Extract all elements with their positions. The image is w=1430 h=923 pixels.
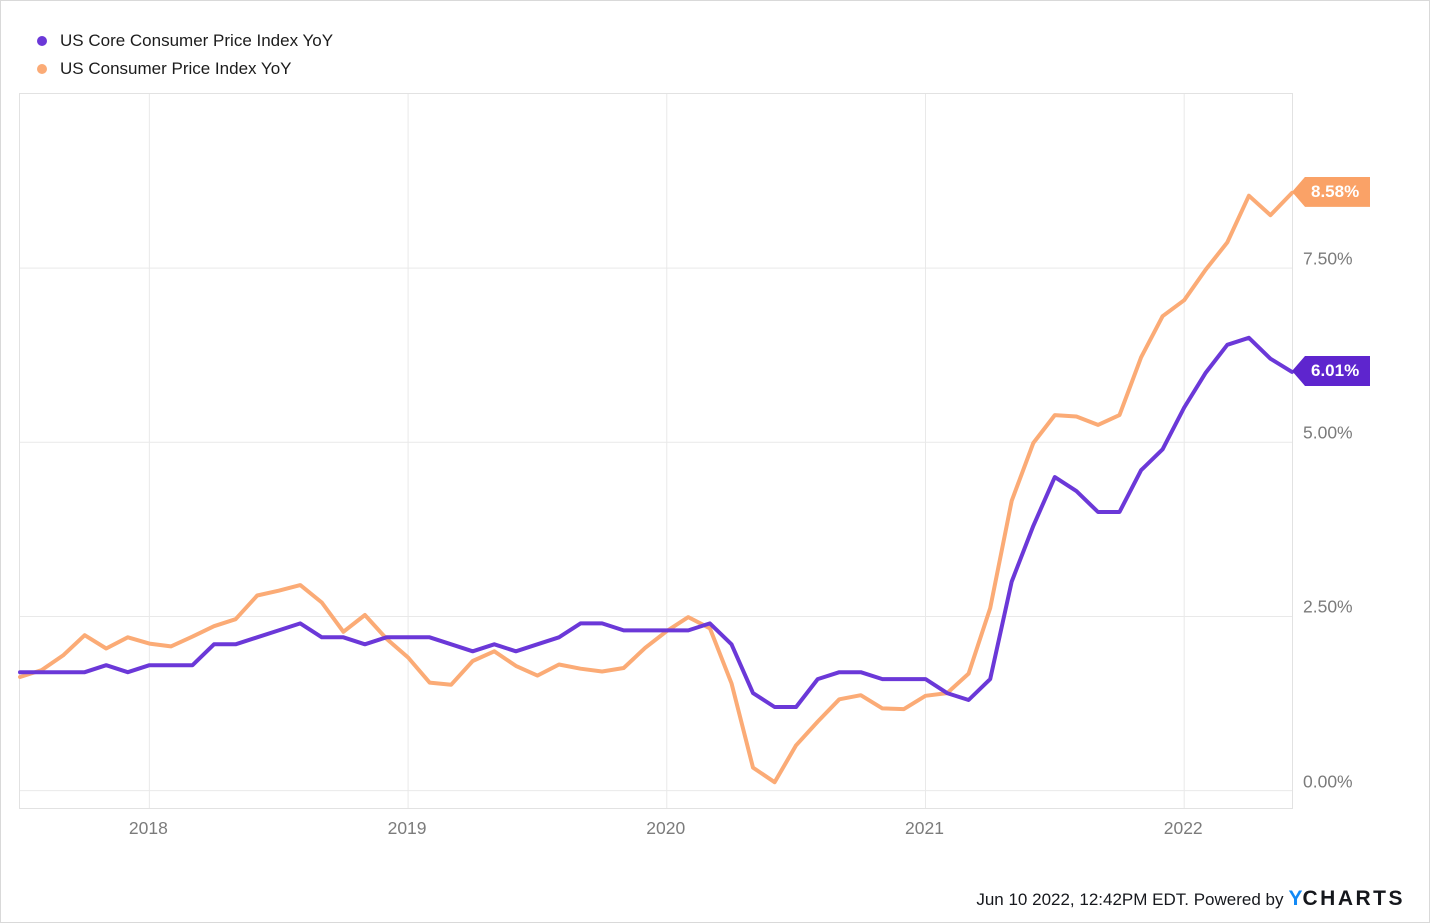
chart-svg	[18, 94, 1294, 808]
x-axis-tick-label: 2021	[905, 818, 944, 838]
y-axis-tick-label: 0.00%	[1303, 771, 1353, 792]
legend-dot-cpi-icon	[37, 64, 47, 74]
series-line-us-core-consumer-price-index-yoy	[18, 335, 1294, 709]
footer: Jun 10 2022, 12:42PM EDT. Powered by YCH…	[976, 887, 1405, 911]
ycharts-logo-text: CHARTS	[1302, 887, 1405, 910]
footer-timestamp: Jun 10 2022, 12:42PM EDT. Powered by	[976, 890, 1284, 909]
legend-label-cpi: US Consumer Price Index YoY	[60, 59, 292, 78]
legend: US Core Consumer Price Index YoY US Cons…	[37, 27, 333, 83]
end-value-badge-us-core-consumer-price-index-yoy: 6.01%	[1292, 355, 1371, 386]
legend-item-core-cpi: US Core Consumer Price Index YoY	[37, 27, 333, 55]
ycharts-logo[interactable]: YCHARTS	[1288, 887, 1405, 911]
series-line-us-consumer-price-index-yoy	[18, 190, 1294, 785]
x-axis-tick-label: 2020	[646, 818, 686, 838]
legend-item-cpi: US Consumer Price Index YoY	[37, 55, 333, 83]
x-axis-tick-label: 2018	[128, 818, 168, 838]
end-value-badge-us-consumer-price-index-yoy: 8.58%	[1292, 176, 1371, 207]
legend-dot-core-cpi-icon	[37, 36, 47, 46]
ycharts-logo-y-icon: Y	[1288, 887, 1303, 910]
x-axis-tick-label: 2019	[387, 818, 427, 838]
y-axis-tick-label: 5.00%	[1303, 422, 1353, 443]
y-axis-tick-label: 2.50%	[1303, 596, 1353, 617]
plot-area[interactable]	[18, 93, 1294, 809]
x-axis-tick-label: 2022	[1163, 818, 1203, 838]
legend-label-core-cpi: US Core Consumer Price Index YoY	[60, 31, 334, 50]
y-axis-tick-label: 7.50%	[1303, 248, 1353, 269]
